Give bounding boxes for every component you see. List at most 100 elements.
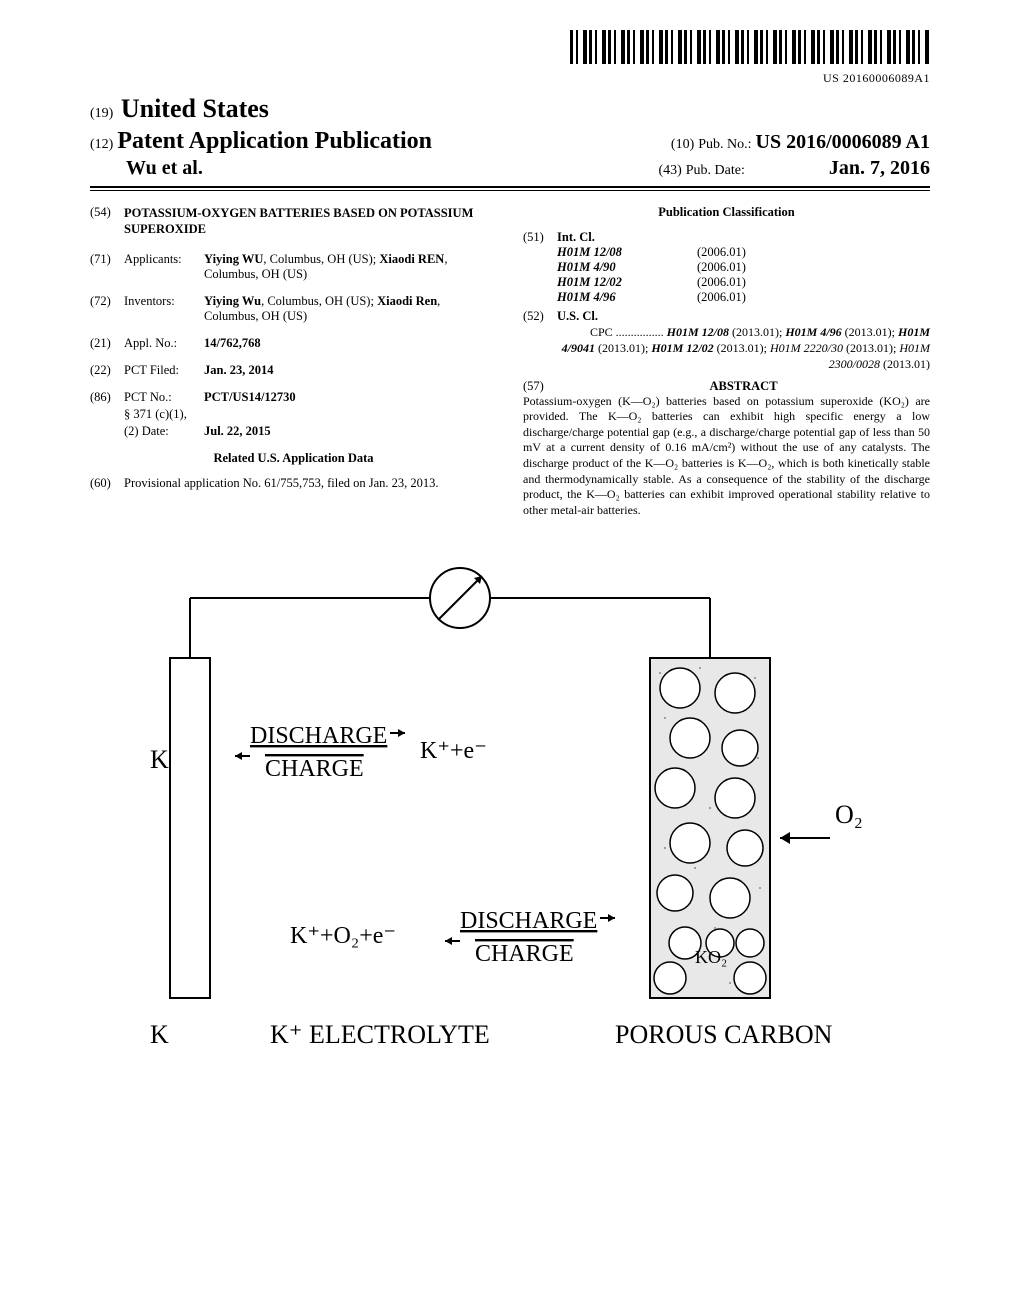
svg-text:CHARGE: CHARGE	[475, 941, 574, 967]
right-column: Publication Classification (51) Int. Cl.…	[523, 205, 930, 518]
barcode-graphic	[570, 30, 930, 64]
svg-text:DISCHARGE: DISCHARGE	[250, 723, 387, 749]
header: (19) United States (12) Patent Applicati…	[90, 94, 930, 180]
authors: Wu et al.	[126, 157, 203, 180]
pub-date-wrap: (43) Pub. Date: Jan. 7, 2016	[658, 157, 930, 180]
prefix-10: (10)	[671, 137, 694, 152]
field-86-val: PCT/US14/12730	[204, 390, 497, 405]
field-86-sub2-val: Jul. 22, 2015	[204, 424, 497, 439]
field-60-num: (60)	[90, 476, 124, 491]
svg-text:K⁺ ELECTROLYTE: K⁺ ELECTROLYTE	[270, 1020, 490, 1049]
abstract-text: Potassium-oxygen (K—O₂) batteries based …	[523, 394, 930, 519]
pub-date-value: Jan. 7, 2016	[829, 157, 930, 179]
intcl-code-2: H01M 12/02	[557, 275, 697, 290]
prefix-19: (19)	[90, 106, 113, 121]
field-51-num: (51)	[523, 230, 557, 305]
field-72: (72) Inventors: Yiying Wu, Columbus, OH …	[90, 294, 497, 324]
barcode-number: US 20160006089A1	[90, 71, 930, 86]
intcl-item-3: H01M 4/96(2006.01)	[557, 290, 930, 305]
related-data-header: Related U.S. Application Data	[90, 451, 497, 466]
field-86-label: PCT No.:	[124, 390, 204, 405]
barcode-region: US 20160006089A1	[90, 30, 930, 86]
field-52-label: U.S. Cl.	[557, 309, 930, 324]
field-54-title: POTASSIUM-OXYGEN BATTERIES BASED ON POTA…	[124, 205, 497, 238]
int-cl-label: Int. Cl.	[557, 230, 595, 244]
field-54-num: (54)	[90, 205, 124, 238]
country-name: United States	[121, 94, 269, 123]
us-cl-label: U.S. Cl.	[557, 309, 598, 323]
field-86-sub1-text: § 371 (c)(1),	[124, 407, 187, 422]
field-54: (54) POTASSIUM-OXYGEN BATTERIES BASED ON…	[90, 205, 497, 238]
divider-thin	[90, 190, 930, 191]
anode-label-text: K	[150, 745, 169, 774]
field-72-num: (72)	[90, 294, 124, 324]
svg-text:K: K	[150, 1020, 169, 1049]
intcl-item-2: H01M 12/02(2006.01)	[557, 275, 930, 290]
field-22: (22) PCT Filed: Jan. 23, 2014	[90, 363, 497, 378]
field-22-label: PCT Filed:	[124, 363, 204, 378]
abstract-label: ABSTRACT	[557, 379, 930, 394]
field-71-num: (71)	[90, 252, 124, 282]
svg-text:O₂: O₂	[835, 800, 863, 829]
pub-date-label: Pub. Date:	[686, 163, 745, 178]
field-60-val: Provisional application No. 61/755,753, …	[124, 476, 497, 491]
intcl-item-1: H01M 4/90(2006.01)	[557, 260, 930, 275]
header-line-country: (19) United States	[90, 94, 930, 124]
header-row-pub: (12) Patent Application Publication (10)…	[90, 128, 930, 155]
field-57-num: (57)	[523, 379, 557, 394]
svg-text:CHARGE: CHARGE	[265, 756, 364, 782]
pub-no-wrap: (10) Pub. No.: US 2016/0006089 A1	[671, 131, 930, 154]
field-21: (21) Appl. No.: 14/762,768	[90, 336, 497, 351]
inventor-1: Yiying Wu	[204, 294, 261, 308]
intcl-year-3: (2006.01)	[697, 290, 746, 305]
left-column: (54) POTASSIUM-OXYGEN BATTERIES BASED ON…	[90, 205, 497, 518]
field-86-sub2-label: (2) Date:	[124, 424, 204, 439]
intcl-year-2: (2006.01)	[697, 275, 746, 290]
field-52: (52) U.S. Cl. CPC ................ H01M …	[523, 309, 930, 373]
cpc-text: CPC ................ H01M 12/08 (2013.01…	[557, 324, 930, 373]
svg-text:POROUS CARBON: POROUS CARBON	[615, 1020, 833, 1049]
intcl-item-0: H01M 12/08(2006.01)	[557, 245, 930, 260]
intcl-year-1: (2006.01)	[697, 260, 746, 275]
field-86-sub2: (2) Date: Jul. 22, 2015	[90, 424, 497, 439]
intcl-code-0: H01M 12/08	[557, 245, 697, 260]
field-71-val: Yiying WU, Columbus, OH (US); Xiaodi REN…	[204, 252, 497, 282]
field-60: (60) Provisional application No. 61/755,…	[90, 476, 497, 491]
svg-text:KO₂: KO₂	[695, 947, 727, 967]
field-72-label: Inventors:	[124, 294, 204, 324]
svg-text:DISCHARGE: DISCHARGE	[460, 908, 597, 934]
field-51: (51) Int. Cl. H01M 12/08(2006.01) H01M 4…	[523, 230, 930, 305]
header-row-authors: Wu et al. (43) Pub. Date: Jan. 7, 2016	[90, 157, 930, 180]
intcl-code-1: H01M 4/90	[557, 260, 697, 275]
field-86: (86) PCT No.: PCT/US14/12730	[90, 390, 497, 405]
field-86-num: (86)	[90, 390, 124, 405]
intcl-code-3: H01M 4/96	[557, 290, 697, 305]
intcl-year-0: (2006.01)	[697, 245, 746, 260]
field-86-sub1: § 371 (c)(1),	[90, 407, 497, 422]
divider-thick	[90, 186, 930, 188]
field-71-label: Applicants:	[124, 252, 204, 282]
pub-no-label: Pub. No.:	[698, 137, 751, 152]
svg-text:K⁺+O₂+e⁻: K⁺+O₂+e⁻	[290, 923, 396, 949]
field-71: (71) Applicants: Yiying WU, Columbus, OH…	[90, 252, 497, 282]
applicant-2: Xiaodi REN	[379, 252, 444, 266]
figure-svg: K DISCHARGE CHARGE K⁺+e⁻ K⁺+O₂+e⁻ DISCHA…	[90, 548, 930, 1078]
prefix-12: (12)	[90, 137, 113, 152]
bibliographic-columns: (54) POTASSIUM-OXYGEN BATTERIES BASED ON…	[90, 205, 930, 518]
field-21-val: 14/762,768	[204, 336, 497, 351]
field-57: (57) ABSTRACT	[523, 379, 930, 394]
prefix-43: (43)	[658, 163, 681, 178]
pub-type-wrap: (12) Patent Application Publication	[90, 128, 432, 155]
svg-text:K⁺+e⁻: K⁺+e⁻	[420, 738, 487, 764]
field-21-label: Appl. No.:	[124, 336, 204, 351]
field-21-num: (21)	[90, 336, 124, 351]
field-52-num: (52)	[523, 309, 557, 373]
publication-type: Patent Application Publication	[117, 128, 432, 154]
field-22-num: (22)	[90, 363, 124, 378]
field-51-label: Int. Cl.	[557, 230, 930, 245]
field-22-val: Jan. 23, 2014	[204, 363, 497, 378]
applicant-1: Yiying WU	[204, 252, 263, 266]
figure-schematic: K DISCHARGE CHARGE K⁺+e⁻ K⁺+O₂+e⁻ DISCHA…	[90, 548, 930, 1078]
inventor-2: Xiaodi Ren	[377, 294, 437, 308]
classification-header: Publication Classification	[523, 205, 930, 220]
